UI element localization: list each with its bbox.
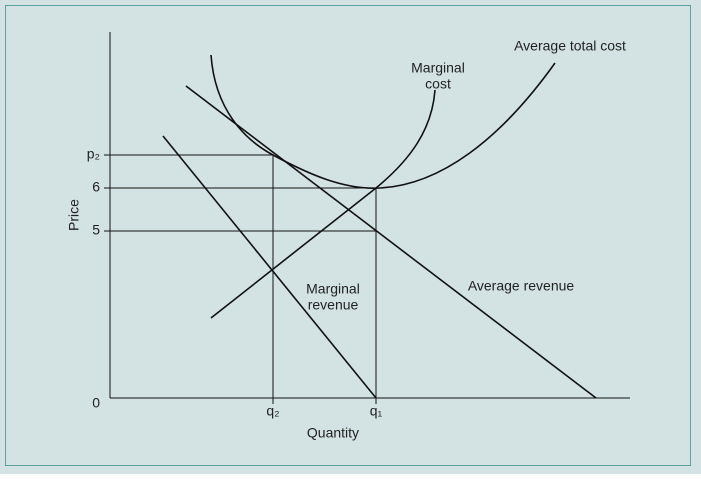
- x-axis-label: Quantity: [307, 425, 359, 441]
- y-tick-label: 5: [92, 222, 100, 238]
- y-tick-label: 6: [92, 179, 100, 195]
- frame: [5, 5, 691, 466]
- average-revenue-curve: [185, 85, 597, 399]
- curve-label: Average total cost: [514, 38, 626, 54]
- curve-label: Marginal: [411, 60, 465, 76]
- y-axis-label: Price: [66, 199, 82, 231]
- average-total-cost-curve: [210, 54, 556, 189]
- curve-label: revenue: [308, 297, 359, 313]
- x-tick-label: q₂: [266, 403, 279, 419]
- marginal-revenue-curve: [162, 135, 377, 399]
- curve-label: Average revenue: [468, 278, 575, 294]
- x-tick-label: q₁: [370, 403, 383, 419]
- curve-label: Marginal: [306, 281, 360, 297]
- marginal-cost-curve: [210, 89, 436, 319]
- curve-label: cost: [425, 76, 451, 92]
- y-tick-label: 0: [92, 395, 100, 411]
- y-tick-label: p₂: [87, 146, 100, 162]
